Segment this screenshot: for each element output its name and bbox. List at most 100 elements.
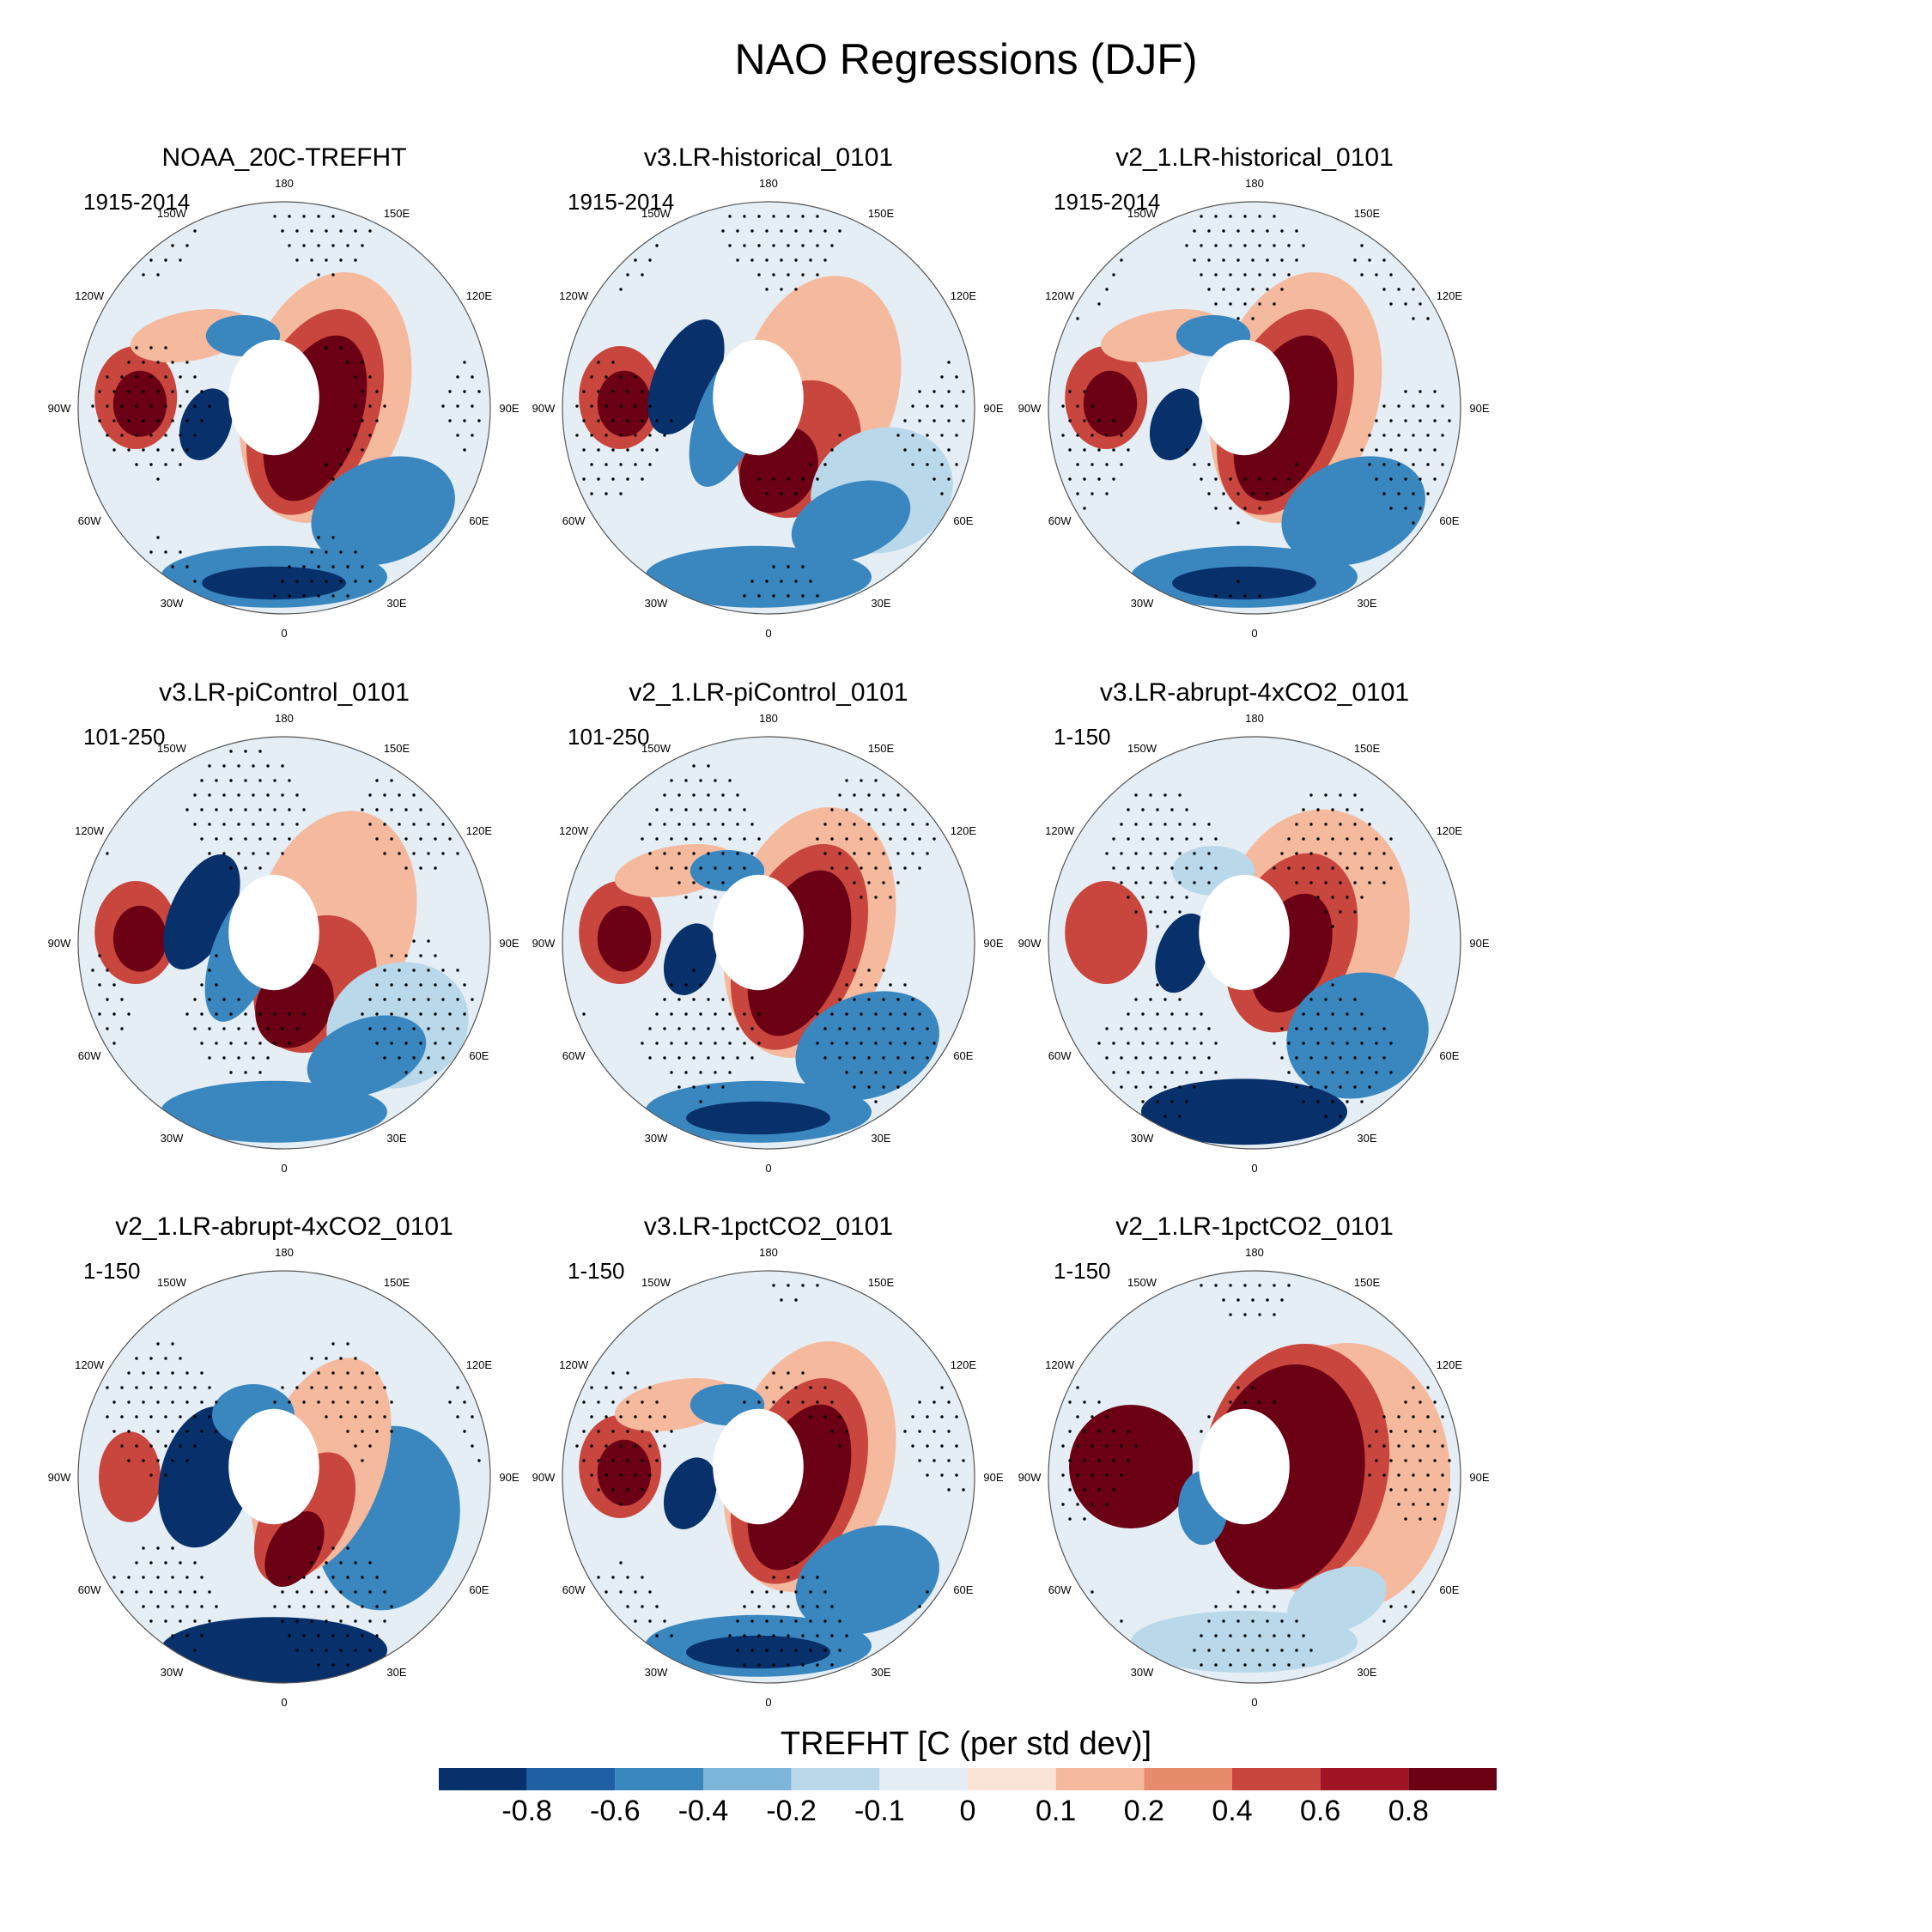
longitude-label: 30E [386, 1666, 406, 1679]
longitude-label: 180 [275, 1246, 294, 1259]
anomaly-region [311, 456, 455, 566]
panel-title: v3.LR-abrupt-4xCO2_0101 [1099, 678, 1410, 707]
longitude-label: 120E [951, 289, 977, 302]
anomaly-region [795, 991, 939, 1101]
colorbar-tick-label: -0.8 [501, 1795, 552, 1827]
masked-region [713, 1408, 804, 1525]
longitude-label: 30E [871, 597, 890, 610]
anomaly-region [112, 905, 167, 972]
longitude-label: 90W [532, 937, 556, 950]
longitude-label: 120W [75, 289, 105, 302]
anomaly-region [1287, 1566, 1387, 1635]
anomaly-region [1281, 456, 1425, 566]
longitude-label: 0 [765, 1696, 771, 1709]
field-layer [1048, 202, 1461, 614]
polar-map: 180 150E 120E 90E 60E 30E 0 30W 60W 90W 120W 150W [48, 712, 519, 1175]
masked-region [713, 339, 804, 456]
anomaly-region [597, 1439, 652, 1506]
colorbar-segment [1232, 1768, 1321, 1790]
longitude-label: 60E [953, 1049, 973, 1062]
longitude-label: 60E [469, 1583, 489, 1596]
significance-stippling [91, 215, 481, 598]
map-boundary [1048, 736, 1461, 1150]
longitude-label: 30W [1131, 597, 1154, 610]
panel-period: 1-150 [83, 1258, 141, 1284]
longitude-label: 60W [1048, 1049, 1072, 1062]
longitude-label: 150W [1127, 207, 1157, 220]
longitude-label: 150E [384, 1276, 410, 1289]
longitude-label: 30W [1131, 1132, 1154, 1145]
colorbar-segment [968, 1768, 1056, 1790]
significance-stippling [575, 1284, 965, 1667]
map-boundary [77, 201, 491, 615]
anomaly-region [663, 1457, 717, 1529]
longitude-label: 60E [1439, 1049, 1459, 1062]
longitude-label: 120W [75, 824, 105, 837]
longitude-label: 180 [275, 177, 294, 190]
longitude-label: 150W [157, 1276, 187, 1289]
colorbar-tick-label: -0.4 [677, 1795, 729, 1827]
longitude-label: 30E [1357, 1666, 1376, 1679]
longitude-label: 90E [983, 1471, 1003, 1484]
longitude-label: 150E [1354, 207, 1381, 220]
longitude-label: 180 [759, 177, 778, 190]
colorbar-segment [439, 1768, 527, 1790]
map-boundary [562, 201, 975, 615]
longitude-label: 120W [1045, 824, 1075, 837]
anomaly-region [1065, 881, 1148, 984]
masked-region [228, 874, 319, 991]
longitude-label: 90W [48, 937, 71, 950]
panel-period: 1-150 [1054, 724, 1111, 750]
anomaly-region [179, 388, 233, 460]
colorbar-segment [791, 1768, 880, 1790]
longitude-label: 0 [765, 1162, 771, 1175]
colorbar-tick-label: 0 [959, 1795, 976, 1827]
anomaly-region [1149, 388, 1203, 460]
polar-map: 180 150E 120E 90E 60E 30E 0 30W 60W 90W 120W 150W [48, 1246, 519, 1709]
significance-stippling [1097, 793, 1393, 1118]
longitude-label: 60W [562, 1583, 586, 1596]
longitude-label: 150E [1354, 742, 1381, 755]
longitude-label: 120E [1437, 289, 1463, 302]
longitude-label: 60E [953, 514, 973, 527]
anomaly-region [663, 923, 717, 995]
longitude-label: 150W [641, 742, 671, 755]
longitude-label: 0 [1251, 627, 1257, 640]
colorbar-tick-label: 0.6 [1300, 1795, 1341, 1827]
longitude-label: 0 [765, 627, 771, 640]
longitude-label: 30W [645, 597, 668, 610]
longitude-label: 30W [1131, 1666, 1154, 1679]
polar-map: 180 150E 120E 90E 60E 30E 0 30W 60W 90W 120W 150W [532, 177, 1004, 640]
longitude-label: 60W [78, 1049, 101, 1062]
longitude-label: 150W [1127, 1276, 1157, 1289]
longitude-label: 150W [157, 742, 187, 755]
anomaly-region [1155, 913, 1210, 993]
longitude-label: 120W [1045, 289, 1075, 302]
panel-period: 1915-2014 [568, 189, 675, 215]
longitude-label: 30W [645, 1132, 668, 1145]
colorbar-segment [615, 1768, 703, 1790]
anomaly-region [161, 1617, 387, 1683]
longitude-label: 0 [1251, 1162, 1257, 1175]
anomaly-region [158, 1406, 254, 1548]
colorbar-tick-label: 0.4 [1212, 1795, 1253, 1827]
longitude-label: 150E [868, 1276, 895, 1289]
panel-period: 1915-2014 [1054, 189, 1161, 215]
longitude-label: 180 [759, 1246, 778, 1259]
polar-map: 180 150E 120E 90E 60E 30E 0 30W 60W 90W 120W 150W [1018, 177, 1490, 640]
longitude-label: 60W [78, 514, 101, 527]
longitude-label: 180 [1245, 177, 1264, 190]
colorbar-tick-label: -0.6 [590, 1795, 641, 1827]
field-layer [562, 202, 975, 614]
colorbar-title: TREFHT [C (per std dev)] [780, 1726, 1152, 1762]
longitude-label: 90E [1469, 1471, 1489, 1484]
map-boundary [562, 736, 975, 1150]
longitude-label: 30W [161, 1666, 184, 1679]
field-layer [78, 1271, 490, 1683]
map-boundary [1048, 201, 1461, 615]
colorbar-tick-label: -0.1 [854, 1795, 905, 1827]
colorbar-segment [1408, 1768, 1497, 1790]
colorbar-segment [879, 1768, 968, 1790]
longitude-label: 180 [275, 712, 294, 725]
map-boundary [77, 736, 491, 1150]
